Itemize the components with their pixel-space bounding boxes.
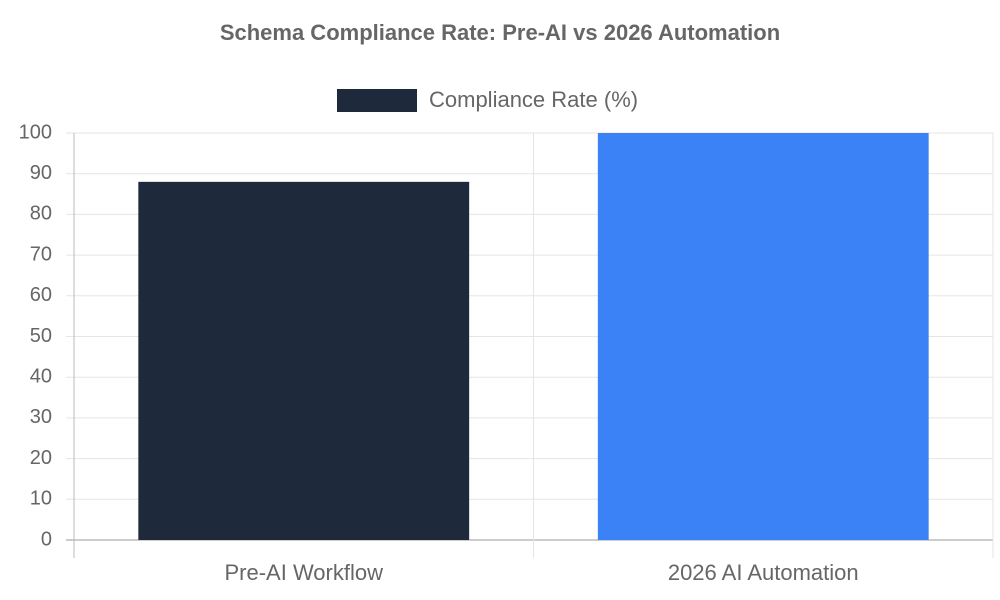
y-tick-label: 70 <box>30 243 52 265</box>
y-tick-label: 100 <box>19 121 52 143</box>
y-tick-label: 20 <box>30 447 52 469</box>
y-tick-label: 50 <box>30 325 52 347</box>
legend-label: Compliance Rate (%) <box>429 87 638 112</box>
bar <box>138 181 470 540</box>
y-tick-label: 60 <box>30 284 52 306</box>
y-tick-label: 80 <box>30 203 52 225</box>
y-tick-label: 90 <box>30 162 52 184</box>
legend-swatch <box>337 89 417 112</box>
x-tick-label: Pre-AI Workflow <box>224 560 383 585</box>
y-tick-label: 0 <box>41 528 52 550</box>
y-tick-label: 30 <box>30 406 52 428</box>
x-tick-label: 2026 AI Automation <box>668 560 859 585</box>
bar <box>597 133 929 540</box>
y-tick-label: 40 <box>30 365 52 387</box>
y-tick-label: 10 <box>30 488 52 510</box>
chart-title: Schema Compliance Rate: Pre-AI vs 2026 A… <box>220 20 780 45</box>
